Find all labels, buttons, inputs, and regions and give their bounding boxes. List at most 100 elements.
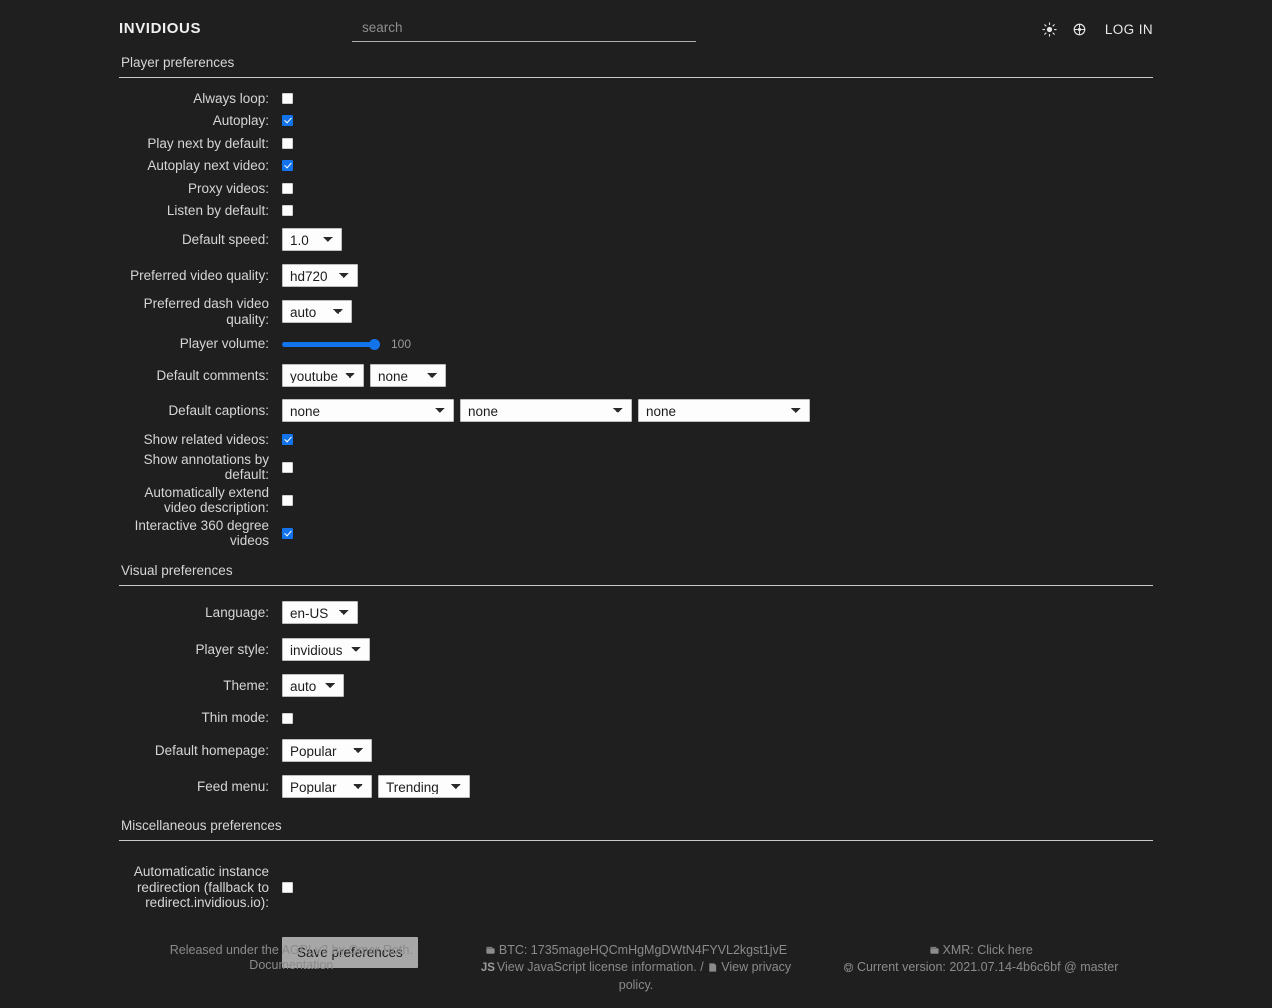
checkbox-show-annotations[interactable] — [282, 461, 293, 473]
select-default-speed[interactable]: 1.0 — [282, 228, 342, 251]
select-default-captions-1[interactable]: none — [282, 399, 454, 422]
row-preferred-dash: Preferred dash video quality: auto — [119, 294, 1153, 331]
label-auto-redirect: Automaticatic instance redirection (fall… — [133, 864, 269, 911]
footer-btc-link[interactable]: BTC: 1735mageHQCmHgMgDWtN4FYVL2kgst1jvE — [498, 943, 788, 957]
label-interactive-360: Interactive 360 degree videos — [134, 517, 269, 549]
checkbox-interactive-360[interactable] — [282, 527, 293, 539]
select-language[interactable]: en-US — [282, 601, 358, 625]
row-autoplay-next: Autoplay next video: — [119, 155, 1153, 178]
checkbox-auto-instance-redirect[interactable] — [282, 882, 293, 893]
divider-misc — [119, 840, 1153, 841]
select-default-comments-primary[interactable]: youtube — [282, 364, 364, 387]
label-preferred-dash: Preferred dash video quality: — [143, 296, 269, 327]
row-default-speed: Default speed: 1.0 — [119, 222, 1153, 257]
row-show-annotations: Show annotations by default: — [119, 451, 1153, 484]
checkbox-listen-default[interactable] — [282, 205, 293, 217]
footer-js-line: JS View JavaScript license information. /… — [468, 960, 805, 993]
select-feed-menu-2[interactable]: Trending — [378, 775, 470, 799]
row-feed-menu: Feed menu: Popular Trending — [119, 769, 1153, 806]
checkbox-show-related-videos[interactable] — [282, 433, 293, 445]
label-default-speed: Default speed: — [181, 231, 269, 247]
checkbox-always-loop[interactable] — [282, 92, 293, 104]
label-play-next: Play next by default: — [147, 135, 269, 151]
label-proxy-videos: Proxy videos: — [187, 180, 269, 196]
label-player-volume: Player volume: — [179, 336, 269, 352]
footer-version-link[interactable]: Current version: 2021.07.14-4b6c6bf @ ma… — [856, 960, 1119, 975]
checkbox-proxy-videos[interactable] — [282, 182, 293, 194]
footer-separator: / — [700, 960, 704, 975]
label-show-annotations: Show annotations by default: — [143, 451, 269, 483]
label-theme: Theme: — [223, 678, 269, 693]
footer-right: XMR: Click here Current version: 2021.07… — [808, 938, 1153, 998]
row-autoplay: Autoplay: — [119, 110, 1153, 133]
label-default-comments: Default comments: — [156, 367, 269, 383]
select-default-captions-3[interactable]: none — [638, 399, 810, 422]
row-language: Language: en-US — [119, 595, 1153, 632]
gear-icon[interactable] — [1071, 20, 1089, 38]
row-show-related: Show related videos: — [119, 428, 1153, 451]
checkbox-autoplay-next[interactable] — [282, 160, 293, 172]
select-feed-menu-1[interactable]: Popular — [282, 775, 372, 799]
checkbox-autoplay[interactable] — [282, 115, 293, 127]
label-default-captions: Default captions: — [168, 402, 269, 418]
github-icon — [843, 962, 854, 977]
brand-logo[interactable]: INVIDIOUS — [119, 20, 202, 37]
footer-version-line: Current version: 2021.07.14-4b6c6bf @ ma… — [812, 960, 1149, 977]
row-player-style: Player style: invidious — [119, 631, 1153, 668]
select-default-captions-2[interactable]: none — [460, 399, 632, 422]
label-feed-menu: Feed menu: — [196, 779, 269, 794]
row-interactive-360: Interactive 360 degree videos — [119, 517, 1153, 550]
document-icon — [707, 962, 718, 977]
row-listen-default: Listen by default: — [119, 200, 1153, 223]
top-navbar: INVIDIOUS — [0, 0, 1272, 54]
checkbox-thin-mode[interactable] — [282, 712, 293, 724]
select-default-comments-secondary[interactable]: none — [370, 364, 446, 387]
checkbox-play-next[interactable] — [282, 137, 293, 149]
label-language: Language: — [205, 605, 269, 620]
search-input[interactable] — [352, 16, 696, 42]
footer-privacy-link[interactable]: View privacy policy. — [618, 960, 792, 992]
footer-left: Released under the AGPLv3 by Omar Roth. … — [119, 938, 464, 998]
save-row: Save preferences — [119, 937, 1153, 968]
select-preferred-quality[interactable]: hd720 — [282, 263, 358, 287]
login-link[interactable]: LOG IN — [1104, 21, 1153, 37]
page-footer: Released under the AGPLv3 by Omar Roth. … — [0, 938, 1272, 998]
label-show-related: Show related videos: — [143, 431, 269, 447]
save-preferences-button[interactable]: Save preferences — [282, 937, 418, 968]
row-default-comments: Default comments: youtube none — [119, 358, 1153, 393]
row-thin-mode: Thin mode: — [119, 704, 1153, 732]
label-autoplay: Autoplay: — [212, 113, 269, 128]
footer-js-license-link[interactable]: View JavaScript license information. — [496, 960, 697, 975]
row-preferred-quality: Preferred video quality: hd720 — [119, 257, 1153, 294]
row-always-loop: Always loop: — [119, 87, 1153, 110]
footer-documentation-link[interactable]: Documentation — [249, 958, 334, 973]
row-extend-description: Automatically extend video description: — [119, 484, 1153, 517]
slider-player-volume[interactable] — [282, 338, 380, 350]
footer-license-text: Released under the AGPLv3 by Omar Roth. — [169, 943, 413, 957]
navbar-left: INVIDIOUS — [0, 20, 352, 38]
navbar-center — [352, 16, 920, 42]
wallet-icon — [929, 945, 940, 960]
javascript-icon: JS — [480, 962, 495, 975]
label-default-homepage: Default homepage: — [154, 742, 269, 758]
checkbox-extend-description[interactable] — [282, 494, 293, 506]
sun-icon[interactable] — [1041, 20, 1059, 38]
select-theme[interactable]: auto — [282, 674, 344, 698]
navbar-right: LOG IN — [920, 20, 1272, 38]
divider-player — [119, 77, 1153, 78]
footer-btc-line: BTC: 1735mageHQCmHgMgDWtN4FYVL2kgst1jvE — [468, 943, 805, 960]
section-title-visual: Visual preferences — [121, 562, 233, 578]
label-preferred-quality: Preferred video quality: — [130, 267, 269, 283]
row-play-next: Play next by default: — [119, 132, 1153, 155]
label-player-style: Player style: — [195, 641, 269, 657]
row-theme: Theme: auto — [119, 668, 1153, 705]
player-volume-value: 100 — [391, 337, 412, 351]
select-default-homepage[interactable]: Popular — [282, 738, 372, 762]
label-thin-mode: Thin mode: — [201, 710, 269, 726]
select-preferred-dash-quality[interactable]: auto — [282, 300, 352, 324]
row-default-captions: Default captions: none none none — [119, 393, 1153, 428]
label-listen-default: Listen by default: — [166, 203, 269, 218]
select-player-style[interactable]: invidious — [282, 637, 370, 661]
label-autoplay-next: Autoplay next video: — [147, 158, 269, 173]
footer-xmr-link[interactable]: XMR: Click here — [942, 943, 1033, 957]
